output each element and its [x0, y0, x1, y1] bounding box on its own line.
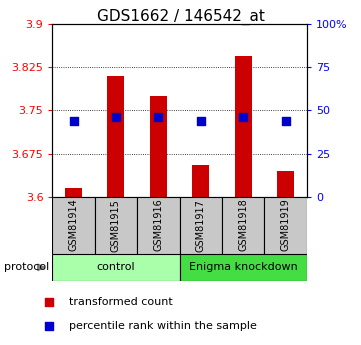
- Point: [113, 115, 119, 120]
- Text: GSM81919: GSM81919: [280, 199, 291, 252]
- Text: Enigma knockdown: Enigma knockdown: [189, 263, 297, 272]
- Bar: [277, 171, 294, 197]
- Point: [156, 115, 161, 120]
- Point: [46, 323, 52, 329]
- Point: [198, 118, 204, 124]
- Bar: [52, 197, 95, 254]
- Bar: [95, 197, 137, 254]
- Text: GSM81917: GSM81917: [196, 199, 206, 252]
- Point: [240, 115, 246, 120]
- Text: percentile rank within the sample: percentile rank within the sample: [69, 321, 257, 331]
- Bar: [192, 165, 209, 197]
- Point: [46, 299, 52, 305]
- Bar: [108, 76, 125, 197]
- Text: GSM81915: GSM81915: [111, 199, 121, 252]
- Text: GDS1662 / 146542_at: GDS1662 / 146542_at: [96, 9, 265, 25]
- Bar: [65, 188, 82, 197]
- Bar: [179, 254, 307, 281]
- Point: [283, 118, 288, 124]
- Text: GSM81918: GSM81918: [238, 199, 248, 252]
- Text: GSM81914: GSM81914: [69, 199, 79, 252]
- Text: protocol: protocol: [4, 263, 49, 272]
- Bar: [235, 56, 252, 197]
- Point: [71, 118, 77, 124]
- Bar: [179, 197, 222, 254]
- Bar: [264, 197, 307, 254]
- Text: GSM81916: GSM81916: [153, 199, 164, 252]
- Text: control: control: [97, 263, 135, 272]
- Bar: [137, 197, 179, 254]
- Text: transformed count: transformed count: [69, 297, 173, 307]
- Bar: [150, 96, 167, 197]
- Bar: [222, 197, 264, 254]
- Bar: [52, 254, 179, 281]
